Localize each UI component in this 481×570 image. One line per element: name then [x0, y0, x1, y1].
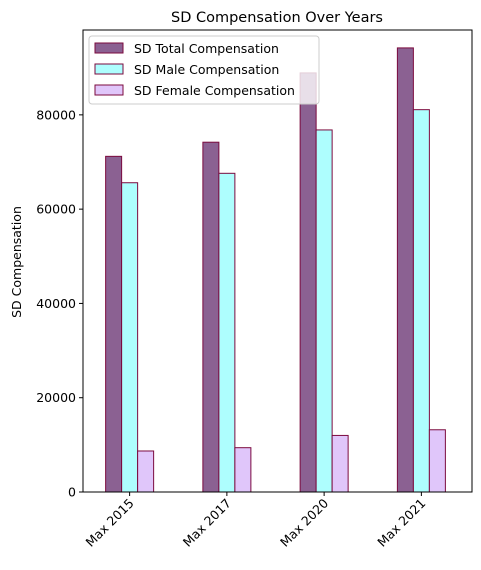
y-tick-label: 60000 [36, 202, 76, 217]
bar-3-1 [137, 450, 155, 493]
x-tick-label: Max 2017 [180, 496, 234, 550]
bar-2-1 [121, 182, 139, 493]
legend-label: SD Female Compensation [134, 83, 295, 98]
bar-3-3 [331, 434, 349, 493]
bar-2-2 [218, 172, 236, 493]
bars [105, 47, 446, 493]
x-tick-label: Max 2021 [374, 496, 428, 550]
chart-title: SD Compensation Over Years [171, 10, 383, 26]
legend-swatch [94, 63, 124, 75]
bar-2-3 [315, 129, 333, 493]
x-tick-label: Max 2015 [83, 496, 137, 550]
x-axis-ticks: Max 2015 Max 2017 Max 2020 Max 2021 [83, 492, 428, 550]
legend-box [88, 35, 320, 105]
bar-2-4 [412, 109, 430, 493]
y-tick-label: 20000 [36, 390, 76, 405]
bar-1-2 [202, 141, 220, 493]
y-axis-label: SD Compensation [9, 206, 24, 318]
bar-1-1 [105, 155, 123, 493]
bar-1-3 [299, 72, 317, 493]
legend: SD Total Compensation SD Male Compensatio… [88, 35, 320, 105]
y-axis-ticks: 0 20000 40000 60000 80000 [36, 107, 83, 500]
x-tick-label: Max 2020 [277, 495, 331, 549]
y-tick-label: 80000 [36, 107, 76, 122]
legend-swatch [94, 42, 124, 54]
plot-frame [82, 29, 473, 493]
legend-label: SD Male Compensation [134, 62, 279, 77]
y-tick-label: 40000 [36, 296, 76, 311]
bar-1-4 [396, 47, 414, 493]
bar-3-2 [234, 447, 252, 493]
bar-3-4 [428, 429, 446, 493]
legend-swatch [94, 84, 124, 96]
legend-label: SD Total Compensation [134, 41, 279, 56]
y-tick-label: 0 [68, 485, 76, 500]
